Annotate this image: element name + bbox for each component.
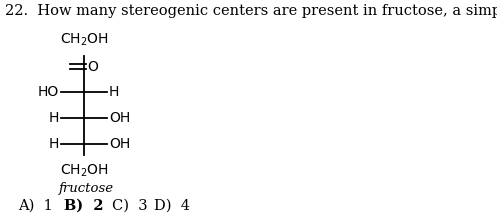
Text: C)  3: C) 3 <box>112 199 148 213</box>
Text: CH$_2$OH: CH$_2$OH <box>60 162 108 179</box>
Text: CH$_2$OH: CH$_2$OH <box>60 32 108 48</box>
Text: D)  4: D) 4 <box>154 199 190 213</box>
Text: A)  1: A) 1 <box>18 199 53 213</box>
Text: OH: OH <box>109 111 130 125</box>
Text: 22.  How many stereogenic centers are present in fructose, a simple sugar?: 22. How many stereogenic centers are pre… <box>4 3 497 18</box>
Text: H: H <box>109 85 119 99</box>
Text: fructose: fructose <box>59 182 114 195</box>
Text: H: H <box>49 137 59 151</box>
Text: HO: HO <box>38 85 59 99</box>
Text: O: O <box>87 60 98 74</box>
Text: H: H <box>49 111 59 125</box>
Text: B)  2: B) 2 <box>64 199 103 213</box>
Text: OH: OH <box>109 137 130 151</box>
